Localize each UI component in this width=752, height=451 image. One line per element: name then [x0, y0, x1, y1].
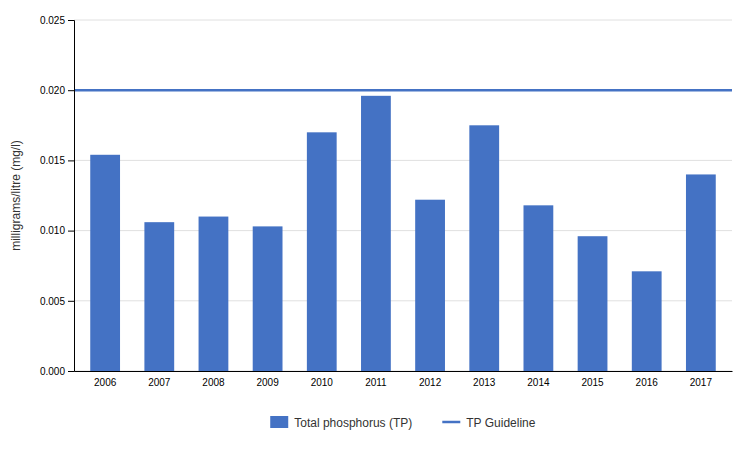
x-tick-label: 2011 — [365, 377, 387, 388]
bar — [361, 96, 391, 371]
y-tick-label: 0.015 — [40, 155, 65, 166]
bar — [90, 155, 120, 371]
chart-container: 0.0000.0050.0100.0150.0200.0252006200720… — [0, 0, 752, 451]
y-tick-mark — [68, 20, 74, 21]
y-axis-title: milligrams/litre (mg/l) — [9, 140, 23, 251]
x-tick-label: 2009 — [256, 377, 279, 388]
bar — [523, 205, 553, 371]
legend-swatch — [270, 416, 288, 428]
y-tick-mark — [68, 90, 74, 91]
bar — [199, 217, 229, 371]
x-tick-label: 2010 — [311, 377, 334, 388]
y-tick: 0.010 — [40, 225, 74, 236]
x-tick: 2006 — [94, 377, 117, 388]
bar — [632, 271, 662, 371]
y-tick-label: 0.000 — [40, 366, 65, 377]
y-tick-mark — [68, 371, 74, 372]
x-tick-label: 2016 — [636, 377, 659, 388]
y-tick-label: 0.010 — [40, 225, 65, 236]
x-tick-label: 2012 — [419, 377, 442, 388]
x-tick: 2015 — [581, 377, 604, 388]
legend-item: TP Guideline — [442, 416, 535, 430]
y-axis: 0.000 0.005 0.010 0.015 0.020 0.025 — [40, 15, 75, 377]
legend-item: Total phosphorus (TP) — [270, 416, 412, 430]
x-tick-label: 2006 — [94, 377, 117, 388]
x-axis: 2006 2007 2008 2009 2010 2011 2012 2013 2014 2015… — [75, 372, 733, 389]
x-tick-label: 2015 — [581, 377, 604, 388]
bar — [686, 174, 716, 371]
y-axis-line — [68, 21, 75, 372]
chart-svg: 0.0000.0050.0100.0150.0200.0252006200720… — [0, 0, 752, 451]
bar — [469, 125, 499, 371]
x-tick: 2011 — [365, 377, 387, 388]
y-tick-mark — [68, 160, 74, 161]
x-axis-line — [75, 371, 733, 372]
x-tick: 2013 — [473, 377, 496, 388]
y-tick: 0.005 — [40, 296, 74, 307]
grid-line — [74, 90, 732, 91]
legend-label: TP Guideline — [466, 416, 535, 430]
y-tick-mark — [68, 301, 74, 302]
y-tick-label: 0.020 — [40, 85, 65, 96]
legend-swatch — [442, 421, 460, 424]
reference-line — [74, 89, 732, 92]
y-tick: 0.000 — [40, 366, 74, 377]
legend-label: Total phosphorus (TP) — [294, 416, 412, 430]
x-tick-label: 2013 — [473, 377, 496, 388]
x-tick: 2012 — [419, 377, 442, 388]
x-tick: 2010 — [311, 377, 334, 388]
y-tick: 0.015 — [40, 155, 74, 166]
x-tick-label: 2017 — [690, 377, 713, 388]
bar — [415, 200, 445, 371]
x-tick: 2007 — [148, 377, 171, 388]
y-tick: 0.020 — [40, 85, 74, 96]
x-tick-label: 2007 — [148, 377, 171, 388]
x-tick: 2008 — [202, 377, 225, 388]
x-tick-label: 2014 — [527, 377, 550, 388]
legend: Total phosphorus (TP) TP Guideline — [270, 416, 536, 430]
plot-area — [74, 90, 732, 371]
x-tick: 2009 — [256, 377, 279, 388]
grid — [74, 20, 732, 371]
bar — [307, 132, 337, 371]
x-tick-label: 2008 — [202, 377, 225, 388]
bar — [578, 236, 608, 371]
bar — [253, 226, 283, 371]
x-tick: 2016 — [636, 377, 659, 388]
y-tick: 0.025 — [40, 15, 74, 26]
grid-line — [74, 20, 732, 21]
x-tick: 2014 — [527, 377, 550, 388]
y-tick-label: 0.025 — [40, 15, 65, 26]
grid-line — [74, 160, 732, 161]
x-tick: 2017 — [690, 377, 713, 388]
bar — [144, 222, 174, 371]
y-tick-mark — [68, 231, 74, 232]
y-tick-label: 0.005 — [40, 296, 65, 307]
